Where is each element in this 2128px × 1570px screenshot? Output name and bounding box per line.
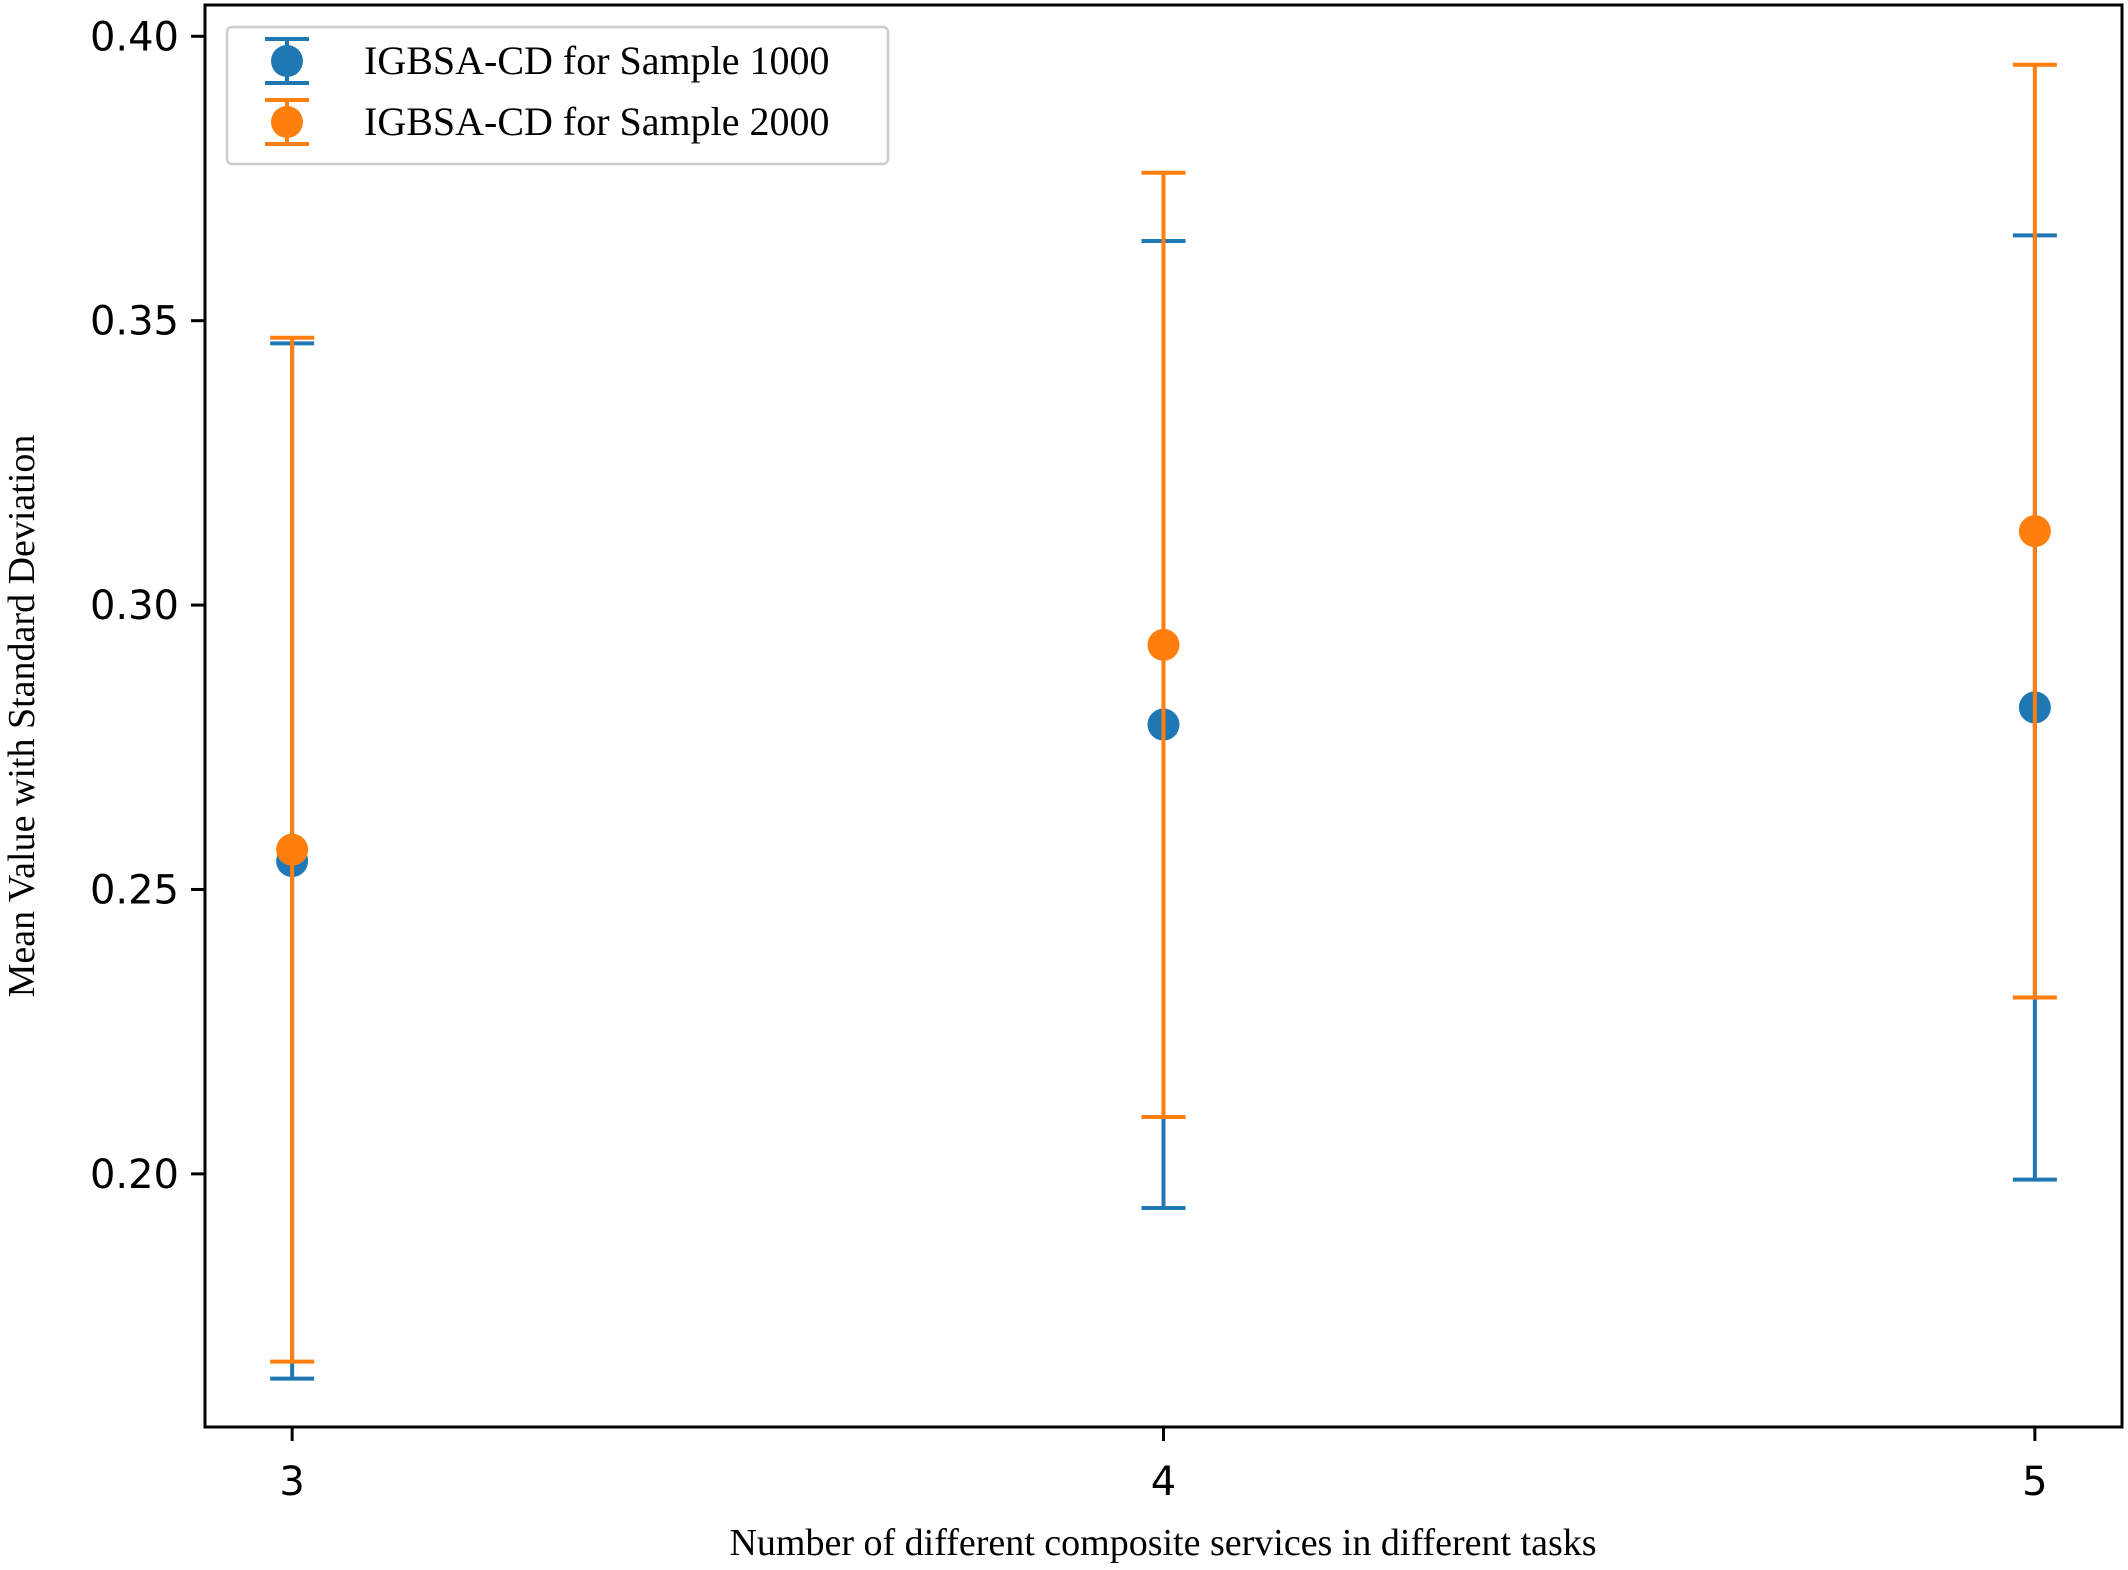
legend-items: IGBSA-CD for Sample 1000 IGBSA-CD for Sam… (265, 37, 830, 146)
x-tick-label: 4 (1151, 1459, 1176, 1505)
x-tick-label: 5 (2022, 1459, 2047, 1505)
legend-marker (271, 106, 303, 138)
legend-marker (271, 45, 303, 77)
legend-label: IGBSA-CD for Sample 2000 (364, 99, 830, 144)
x-axis: 3 4 5 (279, 1427, 2048, 1505)
plot-area (270, 62, 2057, 1381)
mean-point (276, 833, 309, 866)
mean-point (2018, 515, 2051, 548)
mean-point (1147, 628, 1180, 661)
legend: IGBSA-CD for Sample 1000 IGBSA-CD for Sam… (225, 25, 890, 166)
legend-frame (225, 25, 890, 166)
y-axis: 0.20 0.25 0.30 0.35 0.40 (90, 14, 205, 1198)
y-axis-title: Mean Value with Standard Deviation (1, 435, 43, 998)
y-tick-label: 0.35 (90, 299, 179, 345)
y-tick-label: 0.30 (90, 583, 179, 629)
y-tick-label: 0.40 (90, 14, 179, 60)
y-tick-label: 0.20 (90, 1152, 179, 1198)
y-tick-label: 0.25 (90, 867, 179, 913)
series-group (270, 62, 2057, 1364)
legend-label: IGBSA-CD for Sample 1000 (364, 38, 830, 83)
x-tick-label: 3 (279, 1459, 304, 1505)
x-axis-title: Number of different composite services i… (729, 1522, 1596, 1564)
